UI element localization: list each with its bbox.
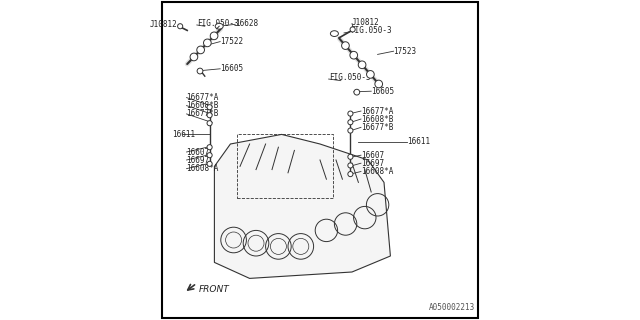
- Ellipse shape: [215, 23, 223, 29]
- Circle shape: [210, 32, 218, 40]
- Circle shape: [348, 128, 353, 133]
- Text: FIG.050-3: FIG.050-3: [351, 26, 392, 35]
- Ellipse shape: [330, 31, 339, 36]
- Text: 16697: 16697: [361, 159, 384, 168]
- Circle shape: [342, 42, 349, 50]
- Text: 16607: 16607: [187, 148, 210, 156]
- Text: 16677*A: 16677*A: [187, 93, 219, 102]
- Text: 16611: 16611: [407, 137, 430, 146]
- Circle shape: [348, 154, 353, 159]
- Circle shape: [354, 89, 360, 95]
- Text: 16605: 16605: [220, 64, 243, 73]
- Text: 16605: 16605: [371, 87, 394, 96]
- Text: 17522: 17522: [220, 37, 243, 46]
- Text: FIG.050-3: FIG.050-3: [329, 73, 371, 82]
- Circle shape: [207, 113, 212, 118]
- Text: 16608*A: 16608*A: [187, 164, 219, 173]
- Circle shape: [350, 52, 358, 59]
- Circle shape: [358, 61, 366, 69]
- Text: 16697: 16697: [187, 156, 210, 164]
- Circle shape: [375, 80, 383, 88]
- Text: 16608*A: 16608*A: [361, 167, 394, 176]
- Circle shape: [207, 121, 212, 126]
- Circle shape: [348, 120, 353, 125]
- Circle shape: [348, 172, 353, 177]
- Circle shape: [348, 163, 353, 168]
- Circle shape: [350, 27, 355, 32]
- Text: 16608*B: 16608*B: [361, 115, 394, 124]
- Circle shape: [348, 111, 353, 116]
- Bar: [237, 134, 333, 198]
- Text: FIG.050-3: FIG.050-3: [197, 19, 239, 28]
- Circle shape: [207, 161, 212, 166]
- Circle shape: [204, 39, 211, 47]
- Text: 17523: 17523: [394, 47, 417, 56]
- Text: 16608*B: 16608*B: [187, 101, 219, 110]
- Circle shape: [190, 53, 198, 61]
- Text: 16628: 16628: [236, 19, 259, 28]
- Circle shape: [197, 68, 203, 74]
- Text: 16611: 16611: [172, 130, 195, 139]
- Text: 16607: 16607: [361, 151, 384, 160]
- Text: 16677*A: 16677*A: [361, 107, 394, 116]
- Circle shape: [207, 105, 212, 110]
- Circle shape: [197, 46, 205, 54]
- Text: 16677*B: 16677*B: [361, 123, 394, 132]
- Text: J10812: J10812: [352, 18, 380, 27]
- Text: 16677*B: 16677*B: [187, 109, 219, 118]
- Text: A050002213: A050002213: [429, 303, 475, 312]
- Circle shape: [207, 145, 212, 150]
- Text: J10812: J10812: [150, 20, 178, 29]
- Circle shape: [178, 24, 183, 29]
- Polygon shape: [214, 134, 390, 278]
- Circle shape: [207, 153, 212, 158]
- Text: FRONT: FRONT: [198, 285, 229, 294]
- Circle shape: [367, 71, 374, 78]
